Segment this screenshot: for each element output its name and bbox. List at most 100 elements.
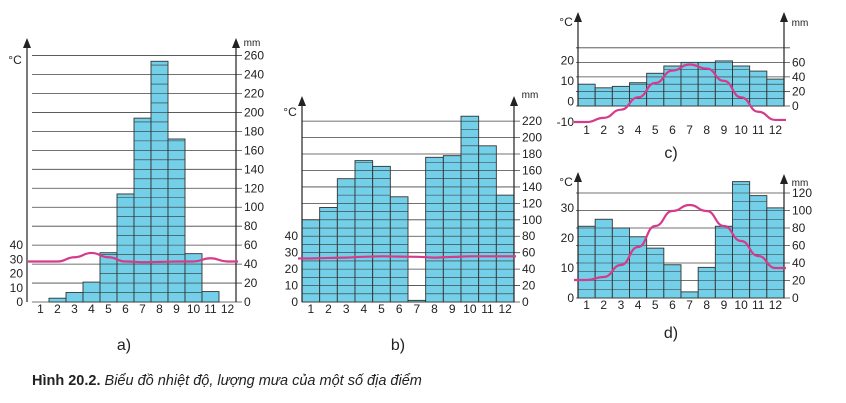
month-tick-label: 2 (325, 302, 332, 316)
month-tick-label: 6 (396, 302, 403, 316)
month-tick-label: 12 (221, 302, 235, 316)
month-tick-label: 7 (413, 302, 420, 316)
left-tick-label: 0 (291, 295, 298, 309)
rainfall-bar (749, 70, 768, 107)
month-tick-label: 10 (187, 302, 201, 316)
rainfall-bar (319, 207, 338, 303)
right-tick-label: 40 (792, 256, 806, 270)
rainfall-bar (425, 156, 444, 303)
left-tick-label: 0 (567, 291, 574, 305)
panel-label: b) (391, 337, 405, 354)
panel-label: a) (117, 337, 131, 354)
right-unit-label: mm (522, 90, 539, 101)
month-tick-label: 5 (105, 302, 112, 316)
month-tick-label: 6 (669, 123, 676, 137)
month-tick-label: 3 (618, 123, 625, 137)
month-tick-label: 1 (583, 123, 590, 137)
right-tick-label: 260 (244, 49, 264, 63)
left-unit-label: °C (559, 15, 573, 29)
left-axis-arrow-icon (23, 38, 31, 48)
temperature-line (574, 63, 786, 124)
right-tick-label: 120 (522, 196, 542, 210)
temperature-line (574, 203, 786, 282)
month-tick-label: 4 (360, 302, 367, 316)
left-tick-label: 20 (561, 231, 575, 245)
month-tick-label: 8 (156, 302, 163, 316)
left-tick-label: 20 (561, 53, 575, 67)
right-tick-label: 80 (244, 219, 258, 233)
rainfall-bar (594, 87, 613, 107)
rainfall-bar (65, 292, 84, 303)
right-tick-label: 140 (244, 162, 264, 176)
left-tick-label: 20 (10, 267, 24, 281)
left-tick-label: 30 (285, 246, 299, 260)
right-tick-label: 0 (244, 295, 251, 309)
left-axis-arrow-icon (574, 12, 582, 22)
right-tick-label: 100 (792, 204, 812, 218)
right-tick-label: 200 (244, 105, 264, 119)
month-tick-label: 4 (635, 298, 642, 312)
right-tick-label: 180 (522, 147, 542, 161)
right-tick-label: 60 (522, 246, 536, 260)
right-tick-label: 100 (522, 213, 542, 227)
month-tick-label: 11 (752, 123, 765, 137)
month-tick-label: 1 (583, 298, 590, 312)
rainfall-bar (184, 253, 203, 303)
month-tick-label: 5 (378, 302, 385, 316)
month-tick-label: 4 (88, 302, 95, 316)
left-unit-label: °C (559, 175, 573, 189)
temperature-line (27, 251, 238, 264)
left-axis-arrow-icon (574, 172, 582, 182)
rainfall-bar (99, 252, 118, 303)
left-tick-label: 40 (285, 229, 299, 243)
left-tick-label: 20 (285, 262, 299, 276)
right-tick-label: 120 (792, 186, 812, 200)
month-tick-label: 2 (600, 123, 607, 137)
left-tick-label: 30 (561, 201, 575, 215)
right-axis-arrow-icon (510, 96, 518, 106)
month-tick-label: 6 (669, 298, 676, 312)
right-tick-label: 60 (792, 239, 806, 253)
rainfall-bar (611, 85, 630, 107)
month-tick-label: 12 (498, 302, 512, 316)
month-tick-label: 3 (618, 298, 625, 312)
month-tick-label: 2 (54, 302, 61, 316)
right-unit-label: mm (792, 18, 809, 29)
right-tick-label: 160 (244, 143, 264, 157)
month-tick-label: 10 (734, 298, 748, 312)
month-tick-label: 3 (343, 302, 350, 316)
right-tick-label: 0 (792, 291, 799, 305)
left-unit-label: °C (8, 53, 22, 67)
right-tick-label: 160 (522, 163, 542, 177)
month-tick-label: 1 (37, 302, 44, 316)
temperature-line (298, 255, 516, 260)
month-tick-label: 9 (449, 302, 456, 316)
right-tick-label: 120 (244, 181, 264, 195)
caption-text: Biểu đồ nhiệt độ, lượng mưa của một số đ… (104, 373, 422, 389)
month-tick-label: 11 (481, 302, 494, 316)
right-axis-arrow-icon (780, 174, 788, 184)
right-tick-label: 20 (244, 276, 258, 290)
right-tick-label: 220 (522, 114, 542, 128)
caption-label: Hình 20.2. (32, 373, 101, 389)
rainfall-bar (82, 281, 101, 303)
left-tick-label: 0 (567, 94, 574, 108)
month-tick-label: 6 (122, 302, 129, 316)
left-tick-label: 10 (561, 74, 575, 88)
left-axis-arrow-icon (298, 96, 306, 106)
month-tick-label: 11 (204, 302, 217, 316)
rainfall-bar (354, 160, 374, 303)
month-tick-label: 12 (769, 123, 783, 137)
right-unit-label: mm (792, 178, 809, 189)
rainfall-bar (766, 207, 785, 299)
left-tick-label: 30 (10, 252, 24, 266)
month-tick-label: 9 (721, 123, 728, 137)
right-tick-label: 40 (522, 262, 536, 276)
left-tick-label: 0 (16, 295, 23, 309)
month-tick-label: 5 (652, 298, 659, 312)
rainfall-bar (336, 178, 356, 303)
rainfall-bar (663, 264, 682, 299)
month-tick-label: 1 (307, 302, 314, 316)
rainfall-bar (646, 72, 665, 107)
right-tick-label: 20 (522, 279, 536, 293)
